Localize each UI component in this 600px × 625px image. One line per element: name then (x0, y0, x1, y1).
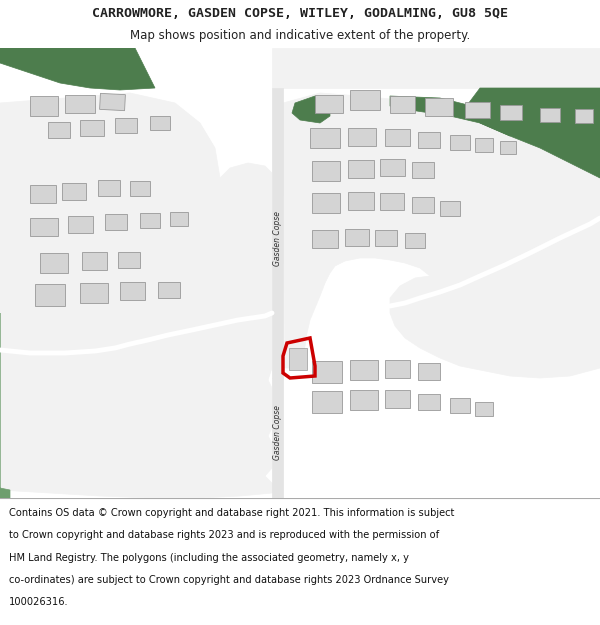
Polygon shape (272, 378, 283, 498)
Polygon shape (292, 96, 330, 123)
Bar (350, 360, 378, 380)
Polygon shape (390, 96, 510, 136)
Bar (312, 193, 340, 213)
Bar (375, 230, 397, 246)
Bar (380, 193, 404, 210)
Bar (348, 160, 374, 178)
Bar (385, 390, 410, 408)
Bar (450, 135, 470, 150)
Bar (385, 360, 410, 378)
Bar (465, 102, 490, 118)
Bar (48, 122, 70, 138)
Text: CARROWMORE, GASDEN COPSE, WITLEY, GODALMING, GU8 5QE: CARROWMORE, GASDEN COPSE, WITLEY, GODALM… (92, 7, 508, 20)
Bar (475, 138, 493, 152)
Bar (348, 192, 374, 210)
Text: 100026316.: 100026316. (9, 597, 68, 607)
Bar (315, 95, 343, 113)
Bar (40, 253, 68, 273)
Polygon shape (465, 88, 600, 178)
Polygon shape (0, 408, 272, 486)
Polygon shape (0, 48, 155, 90)
Bar (30, 96, 58, 116)
Text: co-ordinates) are subject to Crown copyright and database rights 2023 Ordnance S: co-ordinates) are subject to Crown copyr… (9, 575, 449, 585)
Bar (312, 230, 338, 248)
Bar (350, 390, 378, 410)
Text: HM Land Registry. The polygons (including the associated geometry, namely x, y: HM Land Registry. The polygons (includin… (9, 552, 409, 562)
Bar (35, 284, 65, 306)
Bar (68, 216, 93, 233)
Text: Gasden Copse: Gasden Copse (273, 406, 282, 461)
Bar (65, 95, 95, 113)
Bar (310, 128, 340, 148)
Bar (30, 185, 56, 203)
Bar (348, 128, 376, 146)
Polygon shape (0, 380, 272, 446)
Polygon shape (272, 48, 600, 88)
Bar (170, 212, 188, 226)
Bar (412, 197, 434, 213)
Bar (540, 108, 560, 122)
Bar (158, 282, 180, 298)
Bar (140, 213, 160, 228)
Bar (345, 229, 369, 246)
Bar (500, 105, 522, 120)
Bar (312, 391, 342, 413)
Bar (575, 109, 593, 123)
Bar (350, 90, 380, 110)
Bar (100, 93, 125, 111)
Bar (82, 252, 107, 270)
Bar (115, 118, 137, 133)
Text: Gasden Copse: Gasden Copse (273, 211, 282, 266)
Bar (500, 141, 516, 154)
Bar (80, 283, 108, 303)
Bar (475, 402, 493, 416)
Text: to Crown copyright and database rights 2023 and is reproduced with the permissio: to Crown copyright and database rights 2… (9, 531, 439, 541)
Bar (30, 218, 58, 236)
Bar (312, 161, 340, 181)
Bar (385, 129, 410, 146)
Bar (412, 162, 434, 178)
Bar (150, 116, 170, 130)
Polygon shape (0, 93, 220, 318)
Bar (440, 201, 460, 216)
Bar (418, 394, 440, 410)
Bar (450, 398, 470, 413)
Bar (418, 363, 440, 380)
Bar (380, 159, 405, 176)
Bar (130, 181, 150, 196)
Polygon shape (0, 163, 272, 410)
Polygon shape (0, 313, 10, 498)
Bar (98, 180, 120, 196)
Bar (425, 98, 453, 116)
Polygon shape (0, 448, 283, 498)
Bar (405, 233, 425, 248)
Bar (118, 252, 140, 268)
Text: Contains OS data © Crown copyright and database right 2021. This information is : Contains OS data © Crown copyright and d… (9, 508, 454, 518)
Bar (105, 214, 127, 230)
Bar (390, 96, 415, 113)
Polygon shape (272, 88, 283, 378)
Bar (62, 183, 86, 200)
Bar (289, 348, 307, 370)
Text: Map shows position and indicative extent of the property.: Map shows position and indicative extent… (130, 29, 470, 42)
Bar (418, 132, 440, 148)
Bar (120, 282, 145, 300)
Bar (80, 120, 104, 136)
Bar (312, 361, 342, 383)
Polygon shape (283, 93, 600, 378)
